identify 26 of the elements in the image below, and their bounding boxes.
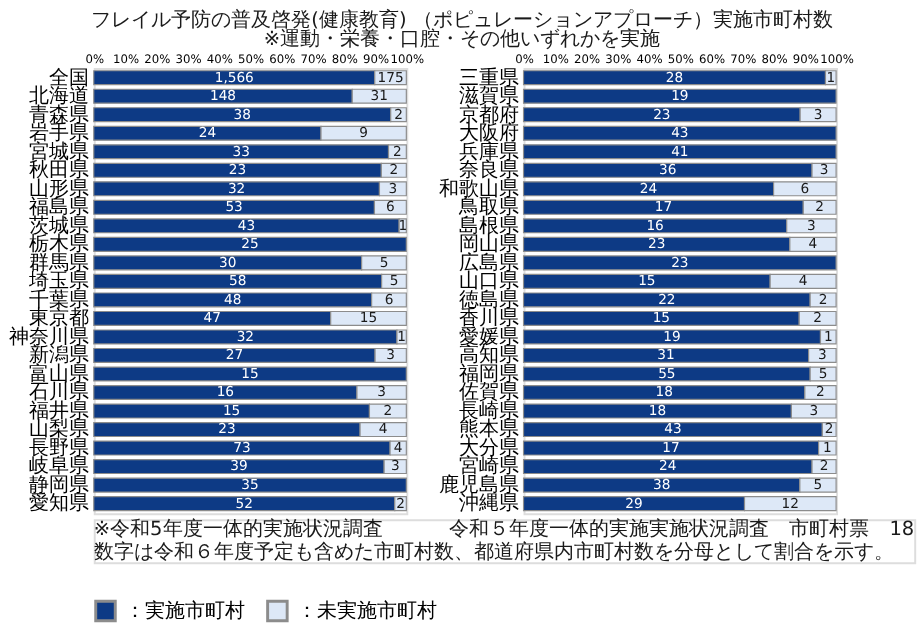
y-tick-label: 茨城県 xyxy=(28,213,89,238)
y-tick-label: 長崎県 xyxy=(458,398,519,423)
y-tick-label: 広島県 xyxy=(458,250,519,275)
y-tick-label: 愛媛県 xyxy=(458,324,519,349)
y-tick-label: 沖縄県 xyxy=(458,491,519,516)
y-tick-label: 山形県 xyxy=(28,176,89,201)
y-tick-label: 宮城県 xyxy=(28,139,89,164)
y-tick-label: 長野県 xyxy=(28,437,89,460)
y-tick-label: 千葉県 xyxy=(28,287,89,312)
y-tick-label: 兵庫県 xyxy=(458,139,519,164)
y-tick-label: 福岡県 xyxy=(458,361,519,386)
legend-label: ：未実施市町村 xyxy=(296,598,437,623)
y-tick-label: 愛知県 xyxy=(28,491,89,516)
y-tick-label: 青森県 xyxy=(28,102,89,127)
y-tick-label: 和歌山県 xyxy=(438,176,519,201)
text: 数字は令和６年度予定も含めた市町村数、都道府県内市町村数を分母として割合を示す。 xyxy=(93,540,894,565)
y-tick-label: 大分県 xyxy=(458,435,519,460)
text: 令和５年度一体的実施実施状況調査 市町村票 18 xyxy=(449,516,915,541)
y-tick-label: 神奈川県 xyxy=(8,324,89,349)
text: ※令和5年度一体的実施状況調査 xyxy=(93,516,383,541)
y-tick-label: 静岡県 xyxy=(28,472,89,497)
y-tick-label: 群馬県 xyxy=(28,250,89,275)
text: ※運動・栄養・口腔・その他いずれかを実施 xyxy=(263,27,661,52)
y-tick-label: 福井県 xyxy=(28,398,89,423)
y-tick-label: 京都府 xyxy=(458,102,519,127)
legend-label: ：実施市町村 xyxy=(125,598,246,623)
